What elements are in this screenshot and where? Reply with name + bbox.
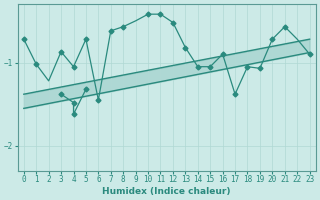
X-axis label: Humidex (Indice chaleur): Humidex (Indice chaleur) [102, 187, 231, 196]
